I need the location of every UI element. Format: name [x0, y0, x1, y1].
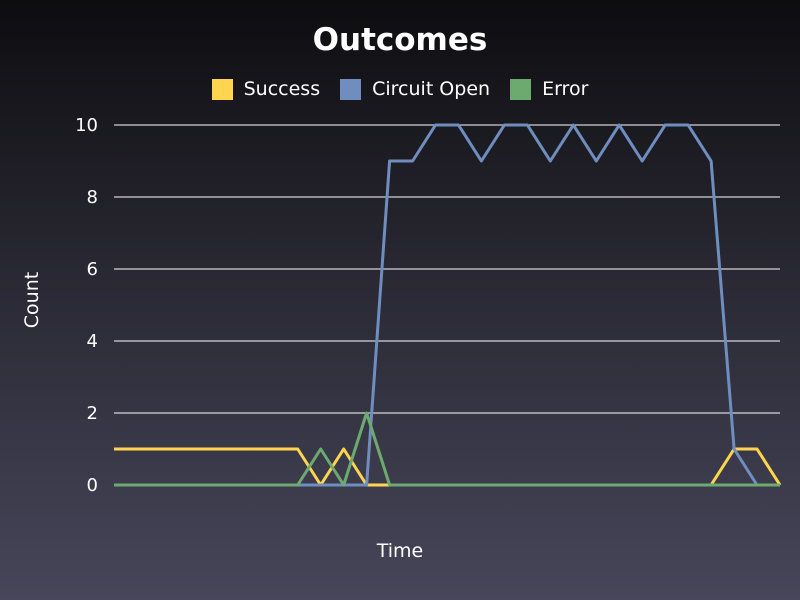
legend-item-error[interactable]: Error	[510, 78, 588, 100]
x-axis-label: Time	[376, 540, 424, 562]
y-axis-label: Count	[21, 271, 43, 329]
legend-label-circuit-open: Circuit Open	[372, 78, 491, 100]
legend-label-success: Success	[243, 78, 321, 100]
legend-swatch-error	[510, 78, 532, 100]
series-line-error[interactable]	[114, 411, 780, 487]
y-tick-label-0: 0	[87, 475, 98, 496]
y-tick-label-10: 10	[75, 115, 98, 136]
y-tick-label-8: 8	[87, 187, 98, 208]
legend-item-circuit-open[interactable]: Circuit Open	[340, 78, 490, 100]
legend-item-success[interactable]: Success	[211, 78, 321, 100]
legend-swatch-success	[211, 78, 233, 100]
y-tick-label-6: 6	[87, 259, 98, 280]
chart-title: Outcomes	[312, 22, 488, 58]
series-line-circuit-open[interactable]	[114, 123, 759, 487]
y-tick-label-2: 2	[87, 403, 98, 424]
legend-label-error: Error	[542, 78, 589, 100]
y-tick-label-4: 4	[87, 331, 98, 352]
legend-swatch-circuit-open	[340, 78, 362, 100]
legend: Success Circuit Open Error	[0, 78, 800, 100]
series-line-success[interactable]	[114, 447, 782, 487]
